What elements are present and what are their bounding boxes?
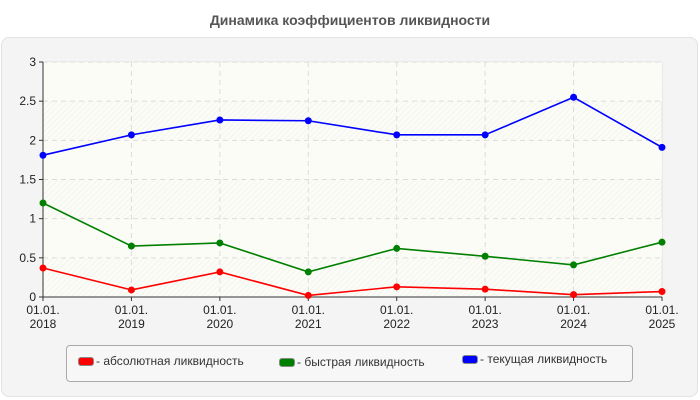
y-tick-label: 0 bbox=[29, 290, 36, 304]
axes: 00.511.522.5301.01.201801.01.201901.01.2… bbox=[19, 55, 678, 331]
x-tick-label: 01.01. bbox=[115, 303, 148, 317]
series-line bbox=[42, 202, 663, 273]
data-point[interactable] bbox=[216, 268, 224, 276]
legend-swatch-blue-icon bbox=[462, 354, 478, 364]
series-line bbox=[42, 96, 663, 156]
grid-lines bbox=[43, 61, 662, 297]
data-point[interactable] bbox=[39, 199, 47, 207]
x-tick-label: 2019 bbox=[118, 317, 145, 331]
x-tick-label: 2020 bbox=[207, 317, 234, 331]
data-point[interactable] bbox=[658, 238, 666, 246]
series-line bbox=[42, 267, 663, 297]
data-point[interactable] bbox=[481, 252, 489, 260]
legend-label: - абсолютная ликвидность bbox=[96, 354, 244, 368]
x-tick-label: 01.01. bbox=[468, 303, 501, 317]
data-point[interactable] bbox=[658, 288, 666, 296]
data-point[interactable] bbox=[393, 244, 401, 252]
line-chart: 00.511.522.5301.01.201801.01.201901.01.2… bbox=[19, 55, 678, 331]
x-tick-label: 2023 bbox=[472, 317, 499, 331]
x-tick-label: 2021 bbox=[295, 317, 322, 331]
data-point[interactable] bbox=[216, 116, 224, 124]
data-point[interactable] bbox=[216, 239, 224, 247]
x-tick-label: 2025 bbox=[649, 317, 676, 331]
chart-title: Динамика коэффициентов ликвидности bbox=[209, 12, 491, 28]
data-point[interactable] bbox=[570, 93, 578, 101]
data-point[interactable] bbox=[304, 291, 312, 299]
legend-label: - быстрая ликвидность bbox=[297, 355, 425, 369]
x-tick-label: 01.01. bbox=[292, 303, 325, 317]
x-tick-label: 01.01. bbox=[380, 303, 413, 317]
data-point[interactable] bbox=[127, 242, 135, 250]
x-tick-label: 01.01. bbox=[557, 303, 590, 317]
data-point[interactable] bbox=[393, 131, 401, 139]
data-point[interactable] bbox=[39, 264, 47, 272]
x-tick-label: 01.01. bbox=[645, 303, 678, 317]
legend-swatch-red-icon bbox=[78, 356, 94, 366]
data-point[interactable] bbox=[481, 285, 489, 293]
data-point[interactable] bbox=[393, 283, 401, 291]
data-point[interactable] bbox=[304, 268, 312, 276]
data-point[interactable] bbox=[127, 286, 135, 294]
data-point[interactable] bbox=[570, 291, 578, 299]
legend-item-current[interactable]: - текущая ликвидность bbox=[462, 352, 607, 366]
legend-label: - текущая ликвидность bbox=[480, 352, 608, 366]
legend-item-quick[interactable]: - быстрая ликвидность bbox=[279, 355, 425, 369]
y-tick-label: 1 bbox=[29, 212, 36, 226]
y-tick-label: 1.5 bbox=[19, 173, 36, 187]
data-point[interactable] bbox=[570, 261, 578, 269]
y-tick-label: 3 bbox=[29, 55, 36, 69]
y-tick-label: 2 bbox=[29, 133, 36, 147]
data-point[interactable] bbox=[481, 131, 489, 139]
y-tick-label: 2.5 bbox=[19, 94, 36, 108]
y-tick-label: 0.5 bbox=[19, 251, 36, 265]
series-lines bbox=[39, 93, 666, 299]
data-point[interactable] bbox=[39, 151, 47, 159]
legend: - абсолютная ликвидность - быстрая ликви… bbox=[66, 345, 633, 382]
x-tick-label: 2022 bbox=[383, 317, 410, 331]
x-tick-label: 2024 bbox=[560, 317, 587, 331]
legend-swatch-green-icon bbox=[279, 357, 295, 367]
data-point[interactable] bbox=[304, 117, 312, 125]
x-tick-label: 01.01. bbox=[26, 303, 59, 317]
legend-item-absolute[interactable]: - абсолютная ликвидность bbox=[78, 354, 244, 368]
x-tick-label: 2018 bbox=[30, 317, 57, 331]
plot-bands bbox=[43, 62, 662, 258]
x-tick-label: 01.01. bbox=[203, 303, 236, 317]
data-point[interactable] bbox=[658, 143, 666, 151]
data-point[interactable] bbox=[127, 131, 135, 139]
